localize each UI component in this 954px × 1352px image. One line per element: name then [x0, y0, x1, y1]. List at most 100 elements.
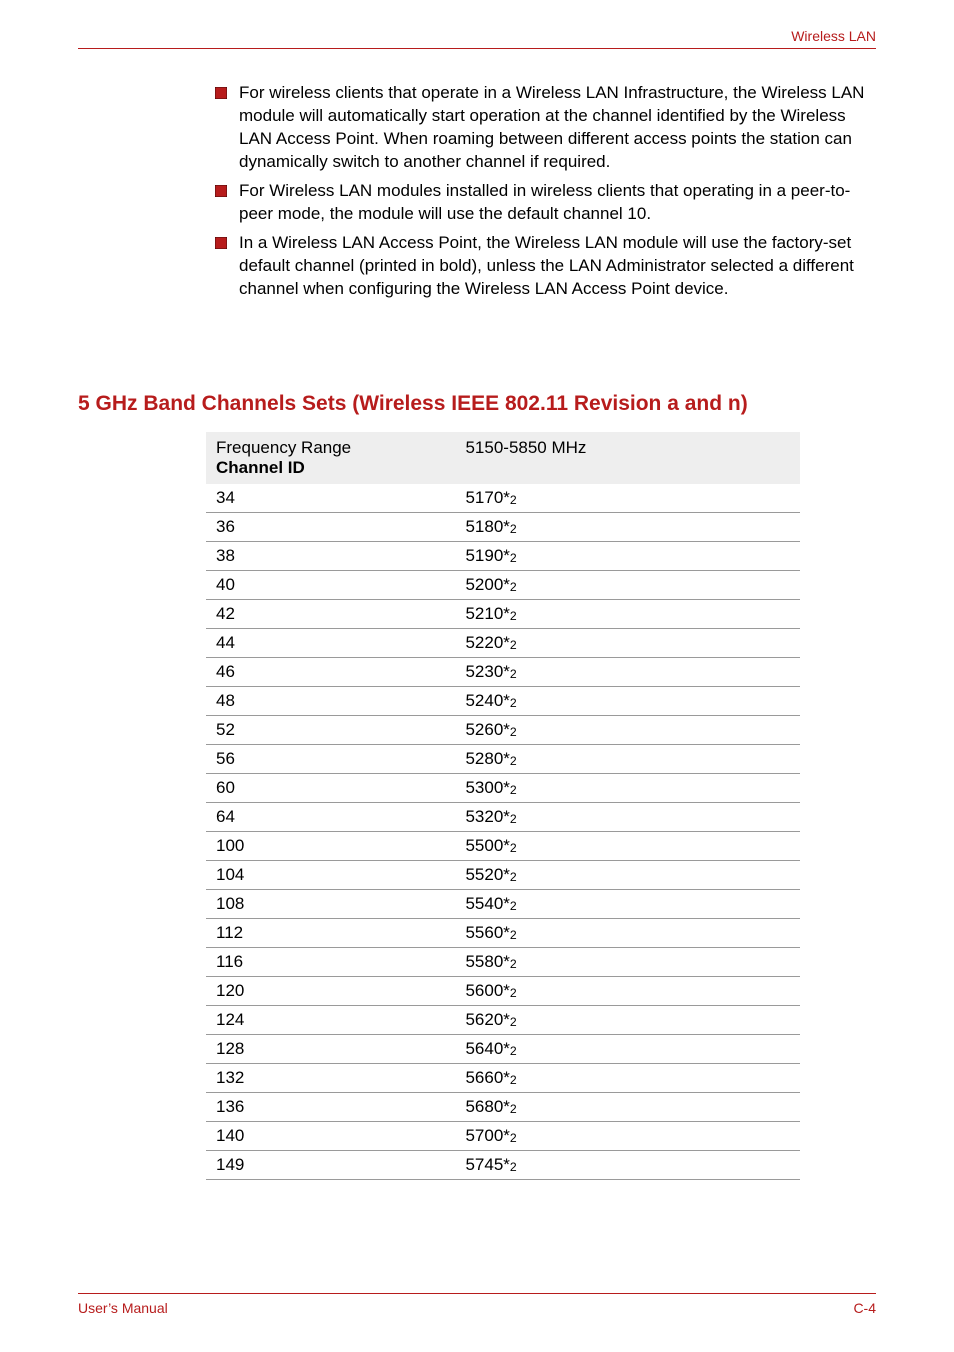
frequency-cell: 5540*2	[455, 890, 800, 919]
frequency-value: 5200	[465, 575, 503, 594]
frequency-cell: 5600*2	[455, 977, 800, 1006]
channel-id-cell: 124	[206, 1006, 455, 1035]
frequency-value: 5600	[465, 981, 503, 1000]
frequency-cell: 5620*2	[455, 1006, 800, 1035]
frequency-value: 5320	[465, 807, 503, 826]
table-header-col2: 5150-5850 MHz	[455, 432, 800, 484]
channel-table: Frequency Range Channel ID 5150-5850 MHz…	[206, 432, 800, 1180]
footnote-ref: 2	[510, 899, 517, 913]
frequency-value: 5745	[465, 1155, 503, 1174]
channel-id-cell: 60	[206, 774, 455, 803]
frequency-value: 5520	[465, 865, 503, 884]
footnote-ref: 2	[510, 609, 517, 623]
channel-id-cell: 44	[206, 629, 455, 658]
frequency-value: 5230	[465, 662, 503, 681]
footnote-ref: 2	[510, 812, 517, 826]
channel-id-cell: 104	[206, 861, 455, 890]
channel-id-cell: 132	[206, 1064, 455, 1093]
channel-id-cell: 64	[206, 803, 455, 832]
table-row: 1325660*2	[206, 1064, 800, 1093]
footnote-ref: 2	[510, 957, 517, 971]
footnote-ref: 2	[510, 783, 517, 797]
table-row: 1405700*2	[206, 1122, 800, 1151]
frequency-cell: 5680*2	[455, 1093, 800, 1122]
channel-id-cell: 120	[206, 977, 455, 1006]
bullet-item: For Wireless LAN modules installed in wi…	[215, 180, 876, 226]
footnote-ref: 2	[510, 1131, 517, 1145]
frequency-value: 5560	[465, 923, 503, 942]
frequency-cell: 5240*2	[455, 687, 800, 716]
table-row: 1245620*2	[206, 1006, 800, 1035]
channel-id-cell: 48	[206, 687, 455, 716]
frequency-value: 5660	[465, 1068, 503, 1087]
table-row: 1165580*2	[206, 948, 800, 977]
channel-id-cell: 34	[206, 484, 455, 513]
channel-id-cell: 46	[206, 658, 455, 687]
table-row: 1495745*2	[206, 1151, 800, 1180]
bullet-list: For wireless clients that operate in a W…	[215, 82, 876, 306]
section-heading: 5 GHz Band Channels Sets (Wireless IEEE …	[78, 392, 876, 416]
channel-id-cell: 116	[206, 948, 455, 977]
channel-id-cell: 112	[206, 919, 455, 948]
channel-id-cell: 149	[206, 1151, 455, 1180]
footnote-ref: 2	[510, 870, 517, 884]
table-row: 605300*2	[206, 774, 800, 803]
frequency-cell: 5660*2	[455, 1064, 800, 1093]
square-bullet-icon	[215, 180, 239, 226]
footnote-ref: 2	[510, 1044, 517, 1058]
table-row: 1365680*2	[206, 1093, 800, 1122]
footnote-ref: 2	[510, 580, 517, 594]
footnote-ref: 2	[510, 986, 517, 1000]
footnote-ref: 2	[510, 841, 517, 855]
channel-id-cell: 140	[206, 1122, 455, 1151]
frequency-cell: 5280*2	[455, 745, 800, 774]
header-rule	[78, 48, 876, 49]
frequency-cell: 5520*2	[455, 861, 800, 890]
frequency-value: 5260	[465, 720, 503, 739]
frequency-cell: 5260*2	[455, 716, 800, 745]
channel-id-cell: 136	[206, 1093, 455, 1122]
channel-id-cell: 128	[206, 1035, 455, 1064]
square-bullet-icon	[215, 232, 239, 301]
frequency-cell: 5210*2	[455, 600, 800, 629]
footnote-ref: 2	[510, 725, 517, 739]
channel-id-cell: 108	[206, 890, 455, 919]
frequency-cell: 5190*2	[455, 542, 800, 571]
frequency-value: 5580	[465, 952, 503, 971]
table-row: 345170*2	[206, 484, 800, 513]
table-row: 365180*2	[206, 513, 800, 542]
frequency-cell: 5300*2	[455, 774, 800, 803]
table-row: 1045520*2	[206, 861, 800, 890]
frequency-value: 5170	[465, 488, 503, 507]
frequency-value: 5190	[465, 546, 503, 565]
frequency-value: 5620	[465, 1010, 503, 1029]
footnote-ref: 2	[510, 928, 517, 942]
bullet-item: For wireless clients that operate in a W…	[215, 82, 876, 174]
bullet-text: In a Wireless LAN Access Point, the Wire…	[239, 232, 876, 301]
frequency-cell: 5580*2	[455, 948, 800, 977]
frequency-value: 5640	[465, 1039, 503, 1058]
header-label: Wireless LAN	[791, 28, 876, 44]
bullet-text: For Wireless LAN modules installed in wi…	[239, 180, 876, 226]
channel-id-cell: 100	[206, 832, 455, 861]
table-row: 565280*2	[206, 745, 800, 774]
frequency-cell: 5640*2	[455, 1035, 800, 1064]
frequency-value: 5180	[465, 517, 503, 536]
frequency-cell: 5745*2	[455, 1151, 800, 1180]
frequency-value: 5210	[465, 604, 503, 623]
footnote-ref: 2	[510, 551, 517, 565]
table-row: 1285640*2	[206, 1035, 800, 1064]
table-row: 645320*2	[206, 803, 800, 832]
channel-id-cell: 56	[206, 745, 455, 774]
frequency-cell: 5230*2	[455, 658, 800, 687]
footnote-ref: 2	[510, 1015, 517, 1029]
bullet-text: For wireless clients that operate in a W…	[239, 82, 876, 174]
footnote-ref: 2	[510, 493, 517, 507]
table-row: 485240*2	[206, 687, 800, 716]
channel-id-cell: 40	[206, 571, 455, 600]
frequency-cell: 5320*2	[455, 803, 800, 832]
footnote-ref: 2	[510, 1102, 517, 1116]
footer-right: C-4	[853, 1300, 876, 1316]
footnote-ref: 2	[510, 696, 517, 710]
footnote-ref: 2	[510, 1160, 517, 1174]
